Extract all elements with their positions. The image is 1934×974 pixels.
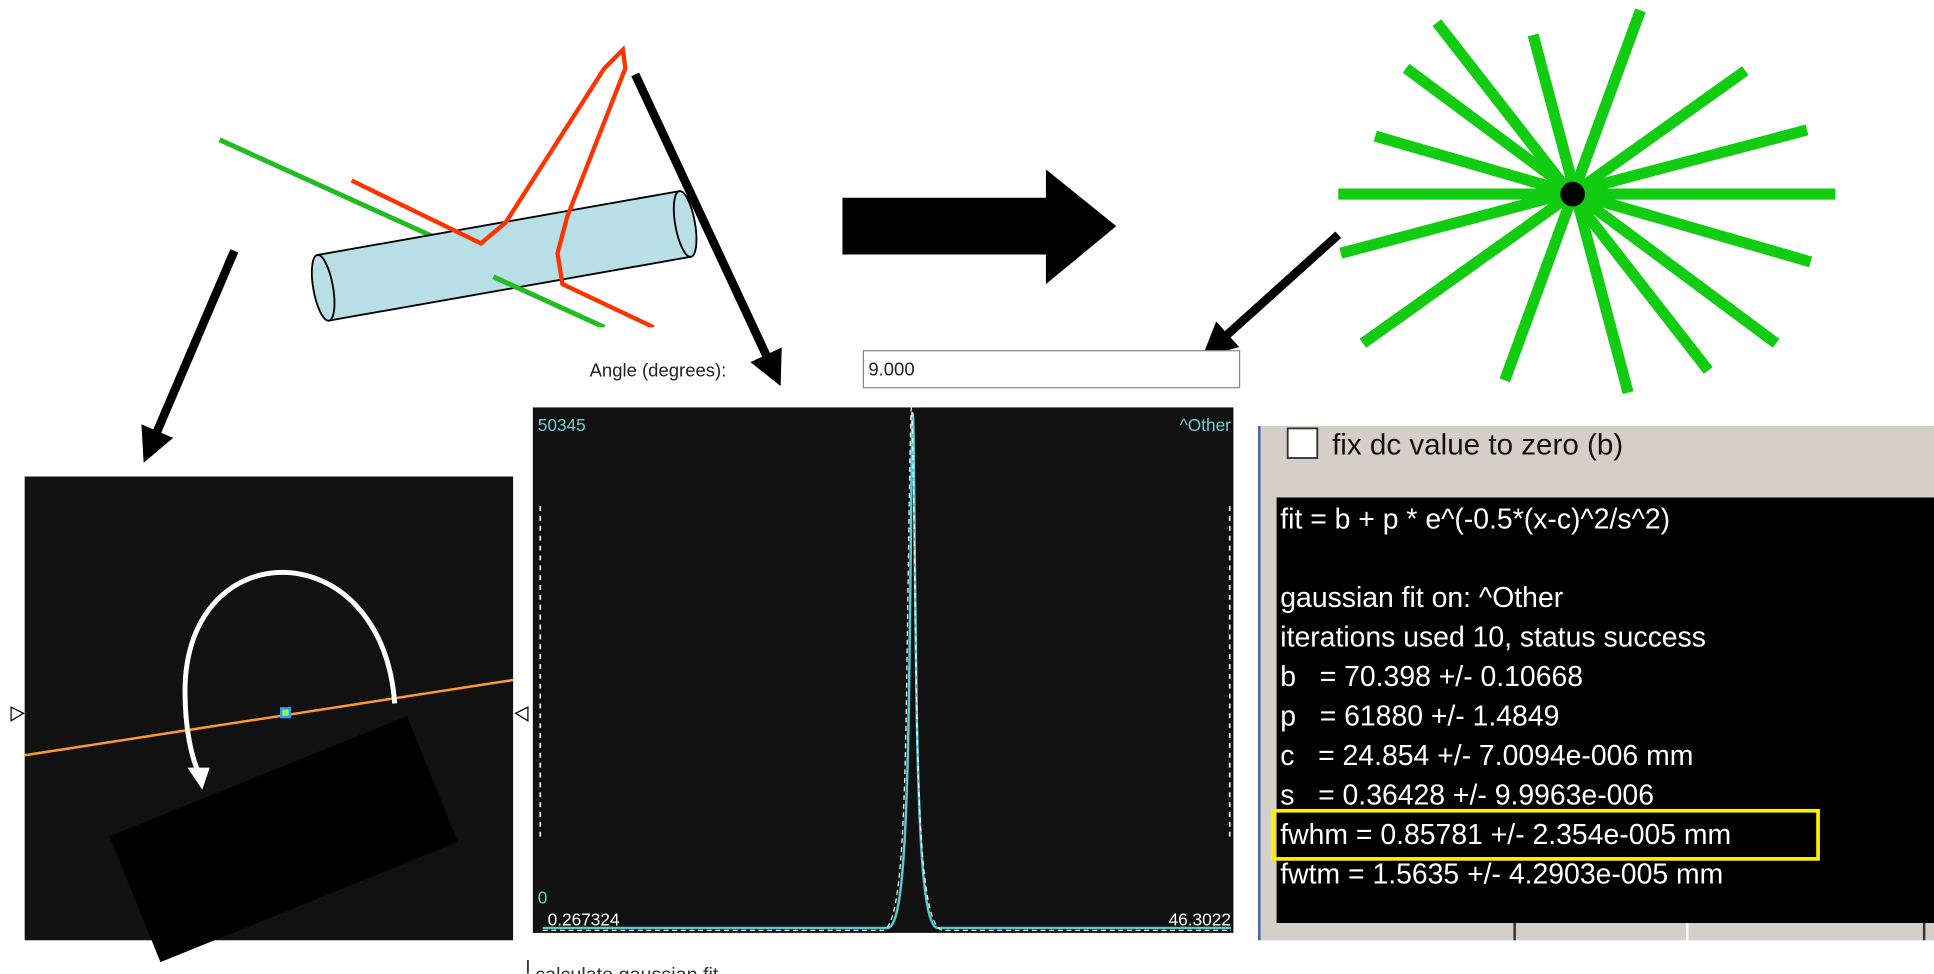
- cylinder: [308, 189, 701, 322]
- checkbox-label: fix dc value to zero (b): [1332, 428, 1623, 461]
- scan-sketch: [220, 50, 701, 352]
- fit-line: gaussian fit on: ^Other: [1280, 582, 1563, 614]
- checkbox[interactable]: [1288, 428, 1318, 458]
- fit-line: p = 61880 +/- 1.4849: [1280, 701, 1559, 733]
- y-min-label: 0: [538, 887, 548, 907]
- angle-label: Angle (degrees):: [590, 360, 727, 381]
- figure: Angle (degrees): 9.000 50345 ^Other 0 0.…: [0, 0, 1934, 974]
- image-panel: [11, 477, 528, 963]
- fit-line: b = 70.398 +/- 0.10668: [1280, 661, 1583, 693]
- fit-line: fwtm = 1.5635 +/- 4.2903e-005 mm: [1280, 859, 1723, 891]
- series-name: ^Other: [1180, 415, 1231, 435]
- fit-line: fwhm = 0.85781 +/- 2.354e-005 mm: [1280, 819, 1731, 851]
- page: {"angle_field": {"label": "Angle (degree…: [0, 0, 1934, 974]
- footer-checkbox-label: calculate gaussian fit: [535, 964, 719, 974]
- x-min-label: 0.267324: [548, 909, 620, 929]
- angle-input[interactable]: [863, 351, 1239, 388]
- projection-star: [1338, 10, 1835, 392]
- fit-line: iterations used 10, status success: [1280, 622, 1706, 654]
- y-max-label: 50345: [538, 415, 586, 435]
- footer: calculate gaussian fit: [528, 960, 719, 974]
- profile-plot: 50345 ^Other 0 0.267324 46.3022: [533, 407, 1234, 932]
- fit-panel: fix dc value to zero (b) fit = b + p * e…: [1258, 426, 1934, 940]
- fit-line: c = 24.854 +/- 7.0094e-006 mm: [1280, 740, 1693, 772]
- angle-value: 9.000: [868, 358, 914, 379]
- fit-formula: fit = b + p * e^(-0.5*(x-c)^2/s^2): [1280, 503, 1670, 535]
- x-max-label: 46.3022: [1169, 909, 1231, 929]
- angle-field: Angle (degrees): 9.000: [590, 351, 1240, 388]
- fit-line: s = 0.36428 +/- 9.9963e-006: [1280, 780, 1654, 812]
